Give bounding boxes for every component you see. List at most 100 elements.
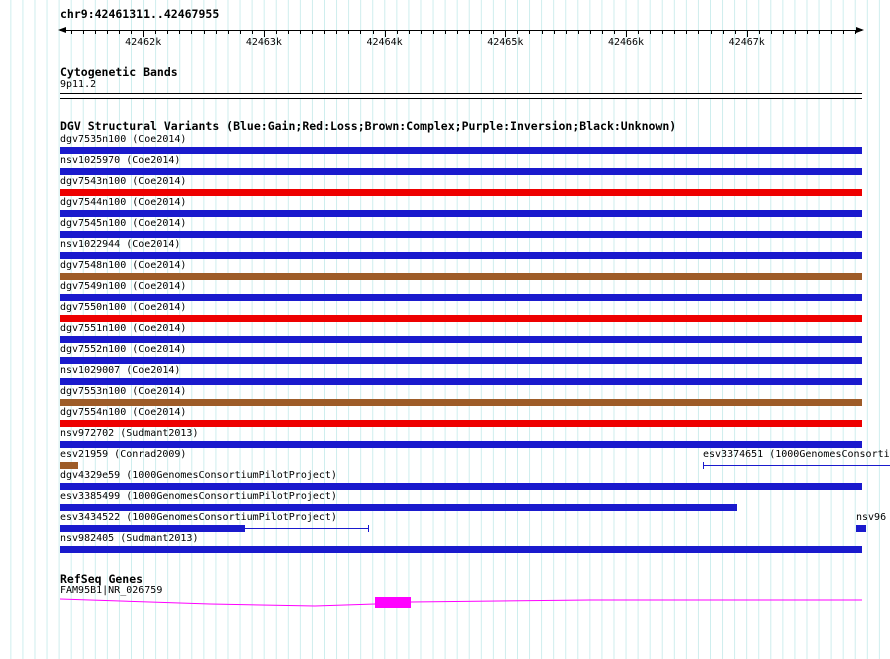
- variant-bar[interactable]: [60, 399, 862, 406]
- ruler-minor-tick: [179, 31, 181, 34]
- variant-label[interactable]: dgv4329e59 (1000GenomesConsortiumPilotPr…: [60, 470, 337, 481]
- variant-label[interactable]: esv3434522 (1000GenomesConsortiumPilotPr…: [60, 512, 337, 523]
- ruler-minor-tick: [312, 31, 314, 34]
- variant-label[interactable]: nsv1029007 (Coe2014): [60, 365, 181, 376]
- variant-bar[interactable]: [60, 231, 862, 238]
- variant-label[interactable]: nsv96: [856, 512, 887, 523]
- ruler-minor-tick: [348, 31, 350, 34]
- variant-bar[interactable]: [60, 147, 862, 154]
- ruler-minor-tick: [517, 31, 519, 34]
- ruler-minor-tick: [698, 31, 700, 34]
- variant-label[interactable]: dgv7543n100 (Coe2014): [60, 176, 187, 187]
- variant-label[interactable]: dgv7548n100 (Coe2014): [60, 260, 187, 271]
- variant-label[interactable]: nsv1025970 (Coe2014): [60, 155, 181, 166]
- ruler-minor-tick: [469, 31, 471, 34]
- variant-label[interactable]: dgv7551n100 (Coe2014): [60, 323, 187, 334]
- ruler-minor-tick: [155, 31, 157, 34]
- variant-label[interactable]: nsv982405 (Sudmant2013): [60, 533, 199, 544]
- ruler-minor-tick: [420, 31, 422, 34]
- ruler-minor-tick: [457, 31, 459, 34]
- ruler-minor-tick: [336, 31, 338, 34]
- variant-bar[interactable]: [60, 357, 862, 364]
- ruler-major-tick: [384, 31, 386, 37]
- variant-bar[interactable]: [856, 525, 866, 532]
- ruler-minor-tick: [408, 31, 410, 34]
- variant-label[interactable]: dgv7549n100 (Coe2014): [60, 281, 187, 292]
- variant-bar[interactable]: [60, 378, 862, 385]
- variant-bar[interactable]: [60, 504, 737, 511]
- ruler-minor-tick: [288, 31, 290, 34]
- gene-exon-box[interactable]: [375, 597, 411, 608]
- variant-bar[interactable]: [60, 189, 862, 196]
- ruler-minor-tick: [251, 31, 253, 34]
- ruler-minor-tick: [106, 31, 108, 34]
- ruler-minor-tick: [843, 31, 845, 34]
- ruler-minor-tick: [577, 31, 579, 34]
- ruler-minor-tick: [215, 31, 217, 34]
- variant-bar[interactable]: [60, 252, 862, 259]
- variant-label[interactable]: dgv7545n100 (Coe2014): [60, 218, 187, 229]
- variant-bar[interactable]: [60, 441, 862, 448]
- ruler-minor-tick: [722, 31, 724, 34]
- variant-label[interactable]: dgv7550n100 (Coe2014): [60, 302, 187, 313]
- ruler-minor-tick: [396, 31, 398, 34]
- variant-bar[interactable]: [60, 525, 245, 532]
- variant-label[interactable]: esv3374651 (1000GenomesConsortiu: [703, 449, 890, 460]
- ruler-minor-tick: [601, 31, 603, 34]
- variant-bar[interactable]: [60, 483, 862, 490]
- variant-bar[interactable]: [60, 210, 862, 217]
- ruler-major-tick: [626, 31, 627, 37]
- variant-label[interactable]: dgv7544n100 (Coe2014): [60, 197, 187, 208]
- ruler-minor-tick: [191, 31, 193, 34]
- ruler-minor-tick: [493, 31, 495, 34]
- variant-bar[interactable]: [60, 546, 862, 553]
- ruler-minor-tick: [94, 31, 96, 34]
- ruler-tick-label: 42462k: [125, 37, 162, 48]
- variant-bar[interactable]: [60, 294, 862, 301]
- variant-bar[interactable]: [60, 273, 862, 280]
- variant-bar[interactable]: [60, 462, 78, 469]
- ruler-major-tick: [143, 31, 145, 37]
- cytoband-glyph: [60, 93, 862, 99]
- ruler-major-tick: [505, 31, 507, 37]
- variant-label[interactable]: dgv7553n100 (Coe2014): [60, 386, 187, 397]
- variant-label[interactable]: nsv972702 (Sudmant2013): [60, 428, 199, 439]
- ruler-minor-tick: [674, 31, 676, 34]
- variant-span-line[interactable]: [245, 528, 368, 529]
- ruler-left-arrow-icon: [58, 27, 66, 33]
- variant-label[interactable]: dgv7535n100 (Coe2014): [60, 134, 187, 145]
- variant-span-line[interactable]: [703, 465, 890, 466]
- gene-glyph[interactable]: [60, 596, 862, 610]
- ruler-minor-tick: [819, 31, 821, 34]
- ruler-minor-tick: [131, 31, 133, 34]
- ruler-minor-tick: [565, 31, 567, 34]
- dgv-section-title: DGV Structural Variants (Blue:Gain;Red:L…: [60, 119, 677, 133]
- gene-label[interactable]: FAM95B1|NR_026759: [60, 585, 163, 596]
- variant-label[interactable]: esv3385499 (1000GenomesConsortiumPilotPr…: [60, 491, 337, 502]
- ruler-minor-tick: [227, 31, 229, 34]
- variant-bar[interactable]: [60, 168, 862, 175]
- variant-label[interactable]: nsv1022944 (Coe2014): [60, 239, 181, 250]
- variant-label[interactable]: dgv7552n100 (Coe2014): [60, 344, 187, 355]
- variant-span-cap: [703, 462, 704, 469]
- variant-bar[interactable]: [60, 336, 862, 343]
- gene-intron-line-left: [60, 598, 376, 607]
- ruler-minor-tick: [481, 31, 483, 34]
- ruler-line: [60, 30, 862, 31]
- ruler-minor-tick: [275, 31, 277, 34]
- ruler-minor-tick: [444, 31, 446, 34]
- variant-label[interactable]: dgv7554n100 (Coe2014): [60, 407, 187, 418]
- ruler-tick-label: 42467k: [728, 37, 765, 48]
- ruler-minor-tick: [650, 31, 652, 34]
- ruler-minor-tick: [770, 31, 772, 34]
- variant-label[interactable]: esv21959 (Conrad2009): [60, 449, 187, 460]
- ruler-minor-tick: [70, 31, 72, 34]
- variant-bar[interactable]: [60, 315, 862, 322]
- cytobands-section-title: Cytogenetic Bands: [60, 65, 178, 79]
- ruler-tick-label: 42466k: [607, 37, 645, 48]
- variant-bar[interactable]: [60, 420, 862, 427]
- region-label: chr9:42461311..42467955: [60, 7, 220, 21]
- ruler-minor-tick: [855, 31, 857, 34]
- ruler-minor-tick: [662, 31, 664, 34]
- ruler-minor-tick: [119, 31, 121, 34]
